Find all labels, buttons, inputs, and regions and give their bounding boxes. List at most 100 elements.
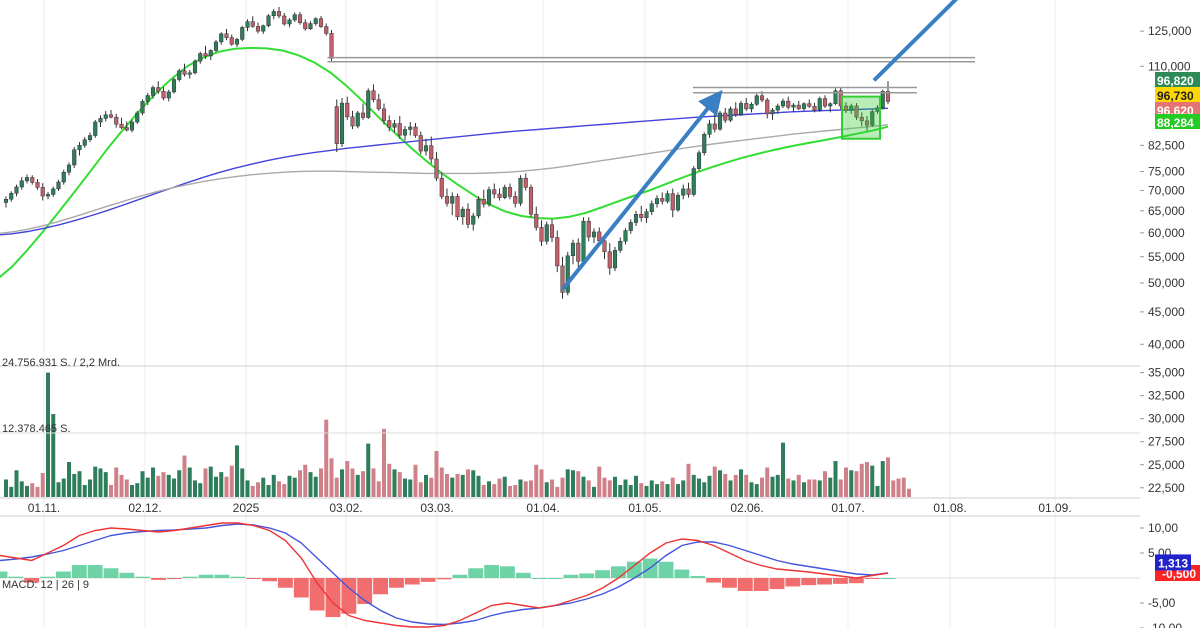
candle-body <box>822 98 828 107</box>
volume-bar <box>586 480 591 497</box>
candle-body <box>140 101 145 114</box>
macd-histogram-bar <box>325 578 341 617</box>
volume-bar <box>544 482 549 497</box>
macd-histogram-bar <box>706 578 721 583</box>
axis-layer: 125,000 110,000 82,500 75,000 70,000 65,000 60… <box>28 24 1192 633</box>
volume-bar <box>156 475 161 497</box>
macd-histogram-bar <box>420 578 436 582</box>
candle-body <box>203 53 208 57</box>
date-tick-label: 01.08. <box>933 501 966 515</box>
volume-bar <box>891 480 896 497</box>
volume-bar <box>445 473 449 497</box>
candle-body <box>649 203 654 212</box>
macd-tick-label: -10,00 <box>1148 621 1182 628</box>
candle-body <box>723 112 728 121</box>
macd-histogram-bar <box>579 573 595 578</box>
volume-bar <box>124 479 129 497</box>
candle-body <box>93 121 98 136</box>
volume-bar <box>219 472 224 497</box>
volume-bar <box>9 486 14 497</box>
candle-body <box>728 108 733 121</box>
volume-bar <box>103 472 108 497</box>
volume-bar <box>697 478 701 497</box>
candle-body <box>177 70 182 80</box>
macd-histogram-bar <box>626 561 642 578</box>
candle-body <box>859 116 864 122</box>
volume-bar <box>56 482 61 497</box>
price-badge-bg <box>1155 114 1200 129</box>
candle-body <box>460 208 465 218</box>
volume-bar <box>88 479 92 497</box>
candle-body <box>770 109 775 115</box>
candle-body <box>854 105 859 118</box>
candle-body <box>570 242 576 257</box>
volume-bar <box>35 486 40 497</box>
volume-bar <box>271 474 276 497</box>
candle-body <box>219 33 224 43</box>
volume-tick-label: 22,500 <box>1148 481 1185 495</box>
moving-average-100 <box>0 124 889 235</box>
volume-tick-label: 27,500 <box>1148 435 1185 449</box>
volume-bar <box>345 461 350 497</box>
volume-tick-label: 32,500 <box>1148 389 1185 403</box>
volume-bar <box>287 475 292 497</box>
candle-body <box>339 102 345 144</box>
candle-body <box>586 220 591 238</box>
volume-bar <box>786 478 791 497</box>
macd-histogram-bar <box>0 571 8 578</box>
candle-body <box>549 224 555 238</box>
candle-body <box>282 15 287 25</box>
candle-body <box>528 187 534 215</box>
candle-body <box>434 158 439 179</box>
candle-body <box>880 91 885 108</box>
macd-histogram-bar <box>595 570 610 578</box>
volume-bar <box>844 467 848 497</box>
candle-body <box>497 193 502 198</box>
macd-histogram-bar <box>452 574 468 578</box>
volume-bar <box>644 485 649 497</box>
volume-bar <box>4 479 8 497</box>
volume-bar <box>733 474 738 497</box>
volume-bar <box>502 476 507 497</box>
candle-body <box>759 95 765 101</box>
candle-body <box>623 230 628 242</box>
candle-body <box>702 133 707 154</box>
candle-body <box>376 99 381 110</box>
volume-bar <box>329 458 334 497</box>
volume-bar <box>397 472 402 497</box>
macd-histogram-bar <box>56 571 71 578</box>
candle-body <box>234 39 240 45</box>
price-tick-label: 82,500 <box>1148 138 1185 152</box>
candle-body <box>618 240 623 251</box>
macd-histogram-bar <box>373 578 388 595</box>
candle-body <box>87 135 93 140</box>
volume-bar <box>224 476 229 497</box>
candle-body <box>387 120 392 128</box>
macd-histogram-bar <box>833 578 848 584</box>
volume-bar <box>481 485 486 497</box>
candle-body <box>539 227 544 242</box>
candle-body <box>182 70 187 75</box>
volume-bar <box>718 470 722 497</box>
volume-bar <box>371 468 376 497</box>
volume-bar <box>791 480 796 497</box>
volume-bar <box>40 473 45 497</box>
macd-histogram-bar <box>230 576 246 578</box>
candle-body <box>749 104 754 110</box>
volume-bar <box>151 467 155 497</box>
volume-bar <box>319 468 323 497</box>
macd-histogram-bar <box>198 574 214 578</box>
candle-body <box>397 123 402 136</box>
volume-bar <box>770 476 775 497</box>
candle-body <box>124 127 129 131</box>
candle-body <box>324 26 329 34</box>
volume-bar <box>649 480 654 497</box>
volume-bar <box>340 469 344 497</box>
candle-body <box>56 181 61 190</box>
candle-body <box>413 126 418 136</box>
macd-histogram-bar <box>214 574 230 578</box>
macd-histogram-bar <box>674 569 690 578</box>
volume-bar <box>812 479 817 497</box>
volume-bar <box>476 475 481 497</box>
